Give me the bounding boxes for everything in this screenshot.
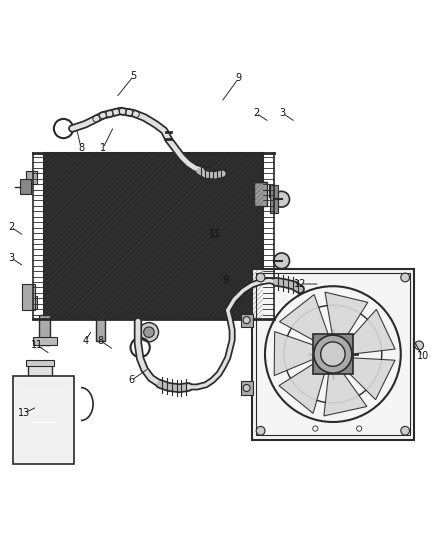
Bar [28, 365, 52, 376]
Bar [44, 152, 263, 319]
Polygon shape [347, 309, 395, 354]
Text: 11: 11 [208, 229, 221, 239]
Circle shape [243, 317, 250, 324]
Bar [241, 382, 253, 394]
Bar [256, 273, 410, 435]
Polygon shape [324, 371, 367, 416]
Polygon shape [279, 362, 325, 414]
Bar [22, 284, 35, 310]
Text: 13: 13 [18, 408, 30, 418]
Circle shape [415, 341, 424, 350]
Circle shape [314, 335, 352, 373]
Bar [20, 179, 31, 194]
Text: 11: 11 [31, 341, 43, 350]
Polygon shape [279, 295, 328, 343]
Circle shape [274, 253, 290, 269]
Circle shape [401, 273, 410, 282]
Text: 2: 2 [253, 108, 259, 118]
Polygon shape [345, 358, 395, 400]
Bar [96, 317, 105, 341]
Bar [44, 152, 263, 319]
Text: 3: 3 [279, 108, 286, 118]
Text: 9: 9 [223, 274, 229, 285]
Bar [252, 269, 414, 440]
Text: 3: 3 [8, 253, 14, 263]
Polygon shape [325, 292, 368, 339]
Text: 1: 1 [100, 143, 106, 154]
Text: 5: 5 [131, 71, 137, 81]
Bar [39, 314, 50, 345]
Bar [241, 313, 253, 327]
Circle shape [321, 342, 345, 366]
Bar [18, 398, 71, 453]
Circle shape [256, 426, 265, 435]
Text: 12: 12 [294, 279, 306, 289]
Bar [254, 182, 267, 206]
Polygon shape [274, 332, 316, 376]
Text: 8: 8 [78, 143, 84, 154]
Bar [26, 296, 37, 309]
Bar [270, 185, 278, 213]
Text: 10: 10 [417, 351, 429, 361]
Text: 9: 9 [236, 73, 242, 83]
Circle shape [144, 327, 154, 337]
Bar [33, 337, 57, 345]
Text: 8: 8 [98, 336, 104, 346]
Circle shape [401, 426, 410, 435]
Text: 4: 4 [82, 336, 88, 346]
Bar [26, 171, 37, 184]
Text: 6: 6 [128, 375, 134, 385]
Bar [26, 360, 54, 366]
Circle shape [256, 273, 265, 282]
Circle shape [274, 191, 290, 207]
Circle shape [243, 384, 250, 392]
Circle shape [139, 322, 159, 342]
Bar [13, 376, 74, 464]
Text: 2: 2 [8, 222, 14, 232]
Bar [313, 334, 353, 374]
